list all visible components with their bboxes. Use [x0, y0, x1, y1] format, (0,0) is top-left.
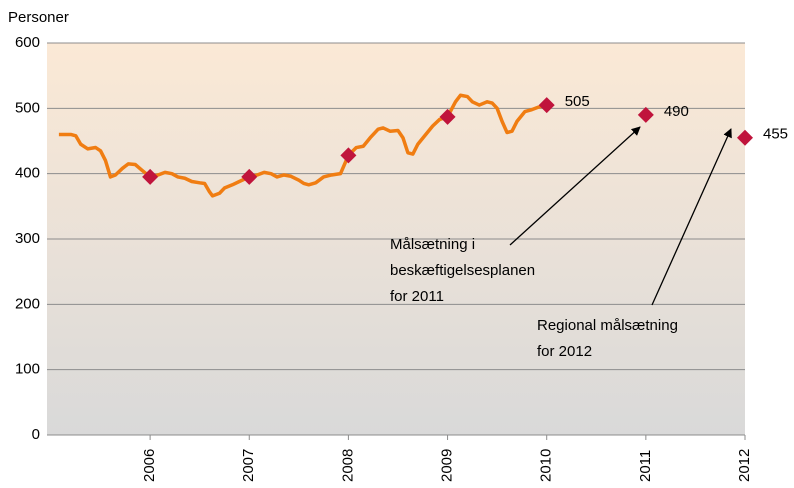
x-tick-label: 2009 [439, 449, 456, 482]
x-tick-label: 2010 [538, 449, 555, 482]
x-tick-label: 2006 [141, 449, 158, 482]
annotation-text: Regional målsætning [537, 317, 678, 334]
annotation-arrow [651, 128, 732, 306]
data-point [241, 168, 258, 185]
x-tick-label: 2007 [240, 449, 257, 482]
x-tick-label: 2012 [736, 449, 753, 482]
data-point [439, 108, 456, 125]
annotation-text: Målsætning i [390, 236, 475, 253]
y-tick-label: 600 [15, 34, 40, 51]
data-point [538, 97, 555, 114]
annotation: Regional målsætning for 2012 [537, 317, 678, 360]
x-tick-label: 2011 [637, 450, 654, 482]
y-tick-label: 300 [15, 230, 40, 247]
y-tick-label: 500 [15, 99, 40, 116]
data-point [637, 106, 654, 123]
data-point [340, 147, 357, 164]
annotation-text: beskæftigelsesplanen [390, 262, 535, 279]
y-tick-label: 0 [32, 426, 40, 443]
data-label: 490 [664, 103, 689, 120]
x-tick-label: 2008 [339, 449, 356, 482]
data-line [58, 93, 548, 198]
y-tick-label: 200 [15, 295, 40, 312]
data-point [737, 129, 753, 146]
data-point [142, 168, 159, 185]
annotation: Målsætning i beskæftigelsesplanen for 2011 [390, 236, 535, 305]
annotation-text: for 2011 [390, 288, 444, 305]
data-label: 455 [763, 126, 788, 143]
annotation-text: for 2012 [537, 343, 592, 360]
y-tick-label: 400 [15, 165, 40, 182]
data-label: 505 [565, 93, 590, 110]
y-axis-title: Personer [8, 9, 69, 26]
annotation-arrow [509, 126, 641, 246]
y-tick-label: 100 [15, 361, 40, 378]
